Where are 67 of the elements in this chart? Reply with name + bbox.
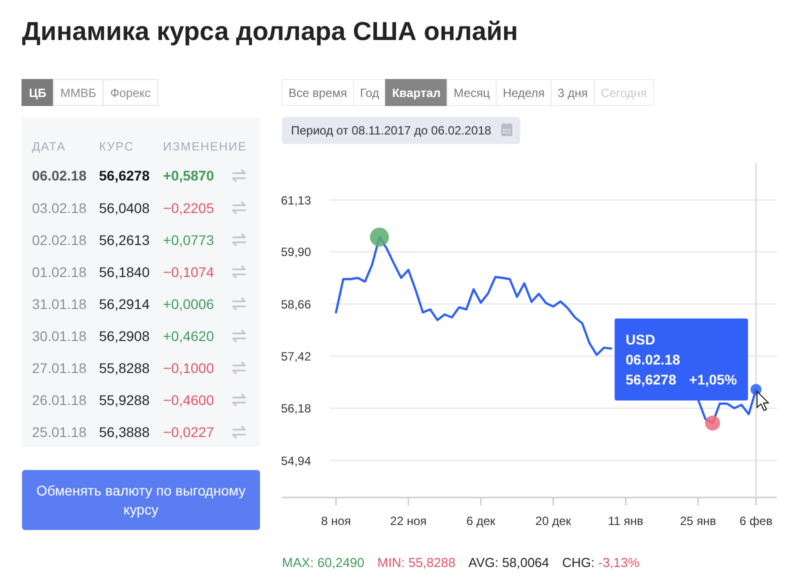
text: Все время (288, 86, 347, 100)
text: 3 дня (558, 86, 588, 100)
text: Месяц (454, 86, 490, 100)
date-range-field[interactable] (282, 117, 520, 144)
text: CHG: -3,13% (562, 555, 640, 570)
text: Форекс (110, 86, 151, 100)
text: 31.01.18 (32, 296, 87, 312)
x-tick-label: 6 фев (740, 514, 772, 528)
text: MIN: 55,8288 (377, 555, 456, 570)
chart-subtitle: Период от 08.11.2017 до 06.02.2018 (291, 124, 492, 138)
text: Год (360, 86, 380, 100)
text: −0,1000 (163, 360, 214, 376)
x-tick-label: 8 ноя (321, 514, 351, 528)
text: 55,8288 (99, 360, 150, 376)
text: MAX: 60,2490 (282, 555, 364, 570)
x-tick-label: 22 ноя (390, 514, 427, 528)
text: Неделя (502, 86, 545, 100)
text: +0,0773 (163, 232, 214, 248)
y-tick-label: 56,18 (280, 402, 312, 416)
text: 56,2908 (99, 328, 150, 344)
text: 02.02.18 (32, 232, 87, 248)
text: +0,5870 (163, 168, 214, 184)
annotation: USD 06.02.18 56,6278 +1,05% (626, 331, 738, 388)
text: −0,2205 (163, 200, 214, 216)
text: 03.02.18 (32, 200, 87, 216)
point (370, 228, 389, 247)
text: −0,4600 (163, 392, 214, 408)
chart-title: Динамика курса доллара США онлайн (22, 16, 518, 46)
text: 55,9288 (99, 392, 150, 408)
category-label: ДАТА (32, 140, 66, 154)
text: +0,0006 (163, 296, 214, 312)
category-label: КУРС (99, 140, 134, 154)
text: Обменять валюту по выгодному курсу (36, 482, 246, 518)
text: ММВБ (60, 86, 96, 100)
text: 01.02.18 (32, 264, 87, 280)
y-tick-label: 61,13 (280, 193, 312, 208)
text: AVG: 58,0064 (468, 555, 550, 570)
exchange-button[interactable] (22, 470, 260, 530)
text: 30.01.18 (32, 328, 87, 344)
text: Квартал (392, 86, 441, 100)
text: −0,1074 (163, 264, 214, 280)
text: 56,6278 (99, 168, 150, 184)
text: 06.02.18 (32, 168, 87, 184)
text: +0,4620 (163, 328, 214, 344)
x-tick-label: 6 дек (466, 514, 496, 528)
y-tick-label: 57,42 (280, 349, 312, 364)
y-tick-label: 58,66 (280, 297, 312, 312)
tab-button[interactable] (22, 79, 54, 106)
point (705, 416, 720, 431)
text: 56,0408 (99, 200, 150, 216)
x-tick-label: 25 янв (680, 514, 716, 528)
x-tick-label: 11 янв (608, 514, 644, 528)
category-label: ИЗМЕНЕНИЕ (163, 140, 247, 154)
text: 27.01.18 (32, 360, 87, 376)
x-tick-label: 20 дек (535, 514, 572, 528)
text: 26.01.18 (32, 392, 87, 408)
text: 56,2613 (99, 232, 150, 248)
text: ЦБ (29, 86, 47, 100)
text: 25.01.18 (32, 424, 87, 440)
text: −0,0227 (163, 424, 214, 440)
y-tick-label: 54,94 (280, 454, 312, 468)
text: 56,2914 (99, 296, 150, 312)
text: 56,3888 (99, 424, 150, 440)
point (750, 384, 762, 395)
y-tick-label: 59,90 (280, 245, 312, 260)
text: 56,1840 (99, 264, 150, 280)
period-button[interactable] (385, 79, 448, 106)
